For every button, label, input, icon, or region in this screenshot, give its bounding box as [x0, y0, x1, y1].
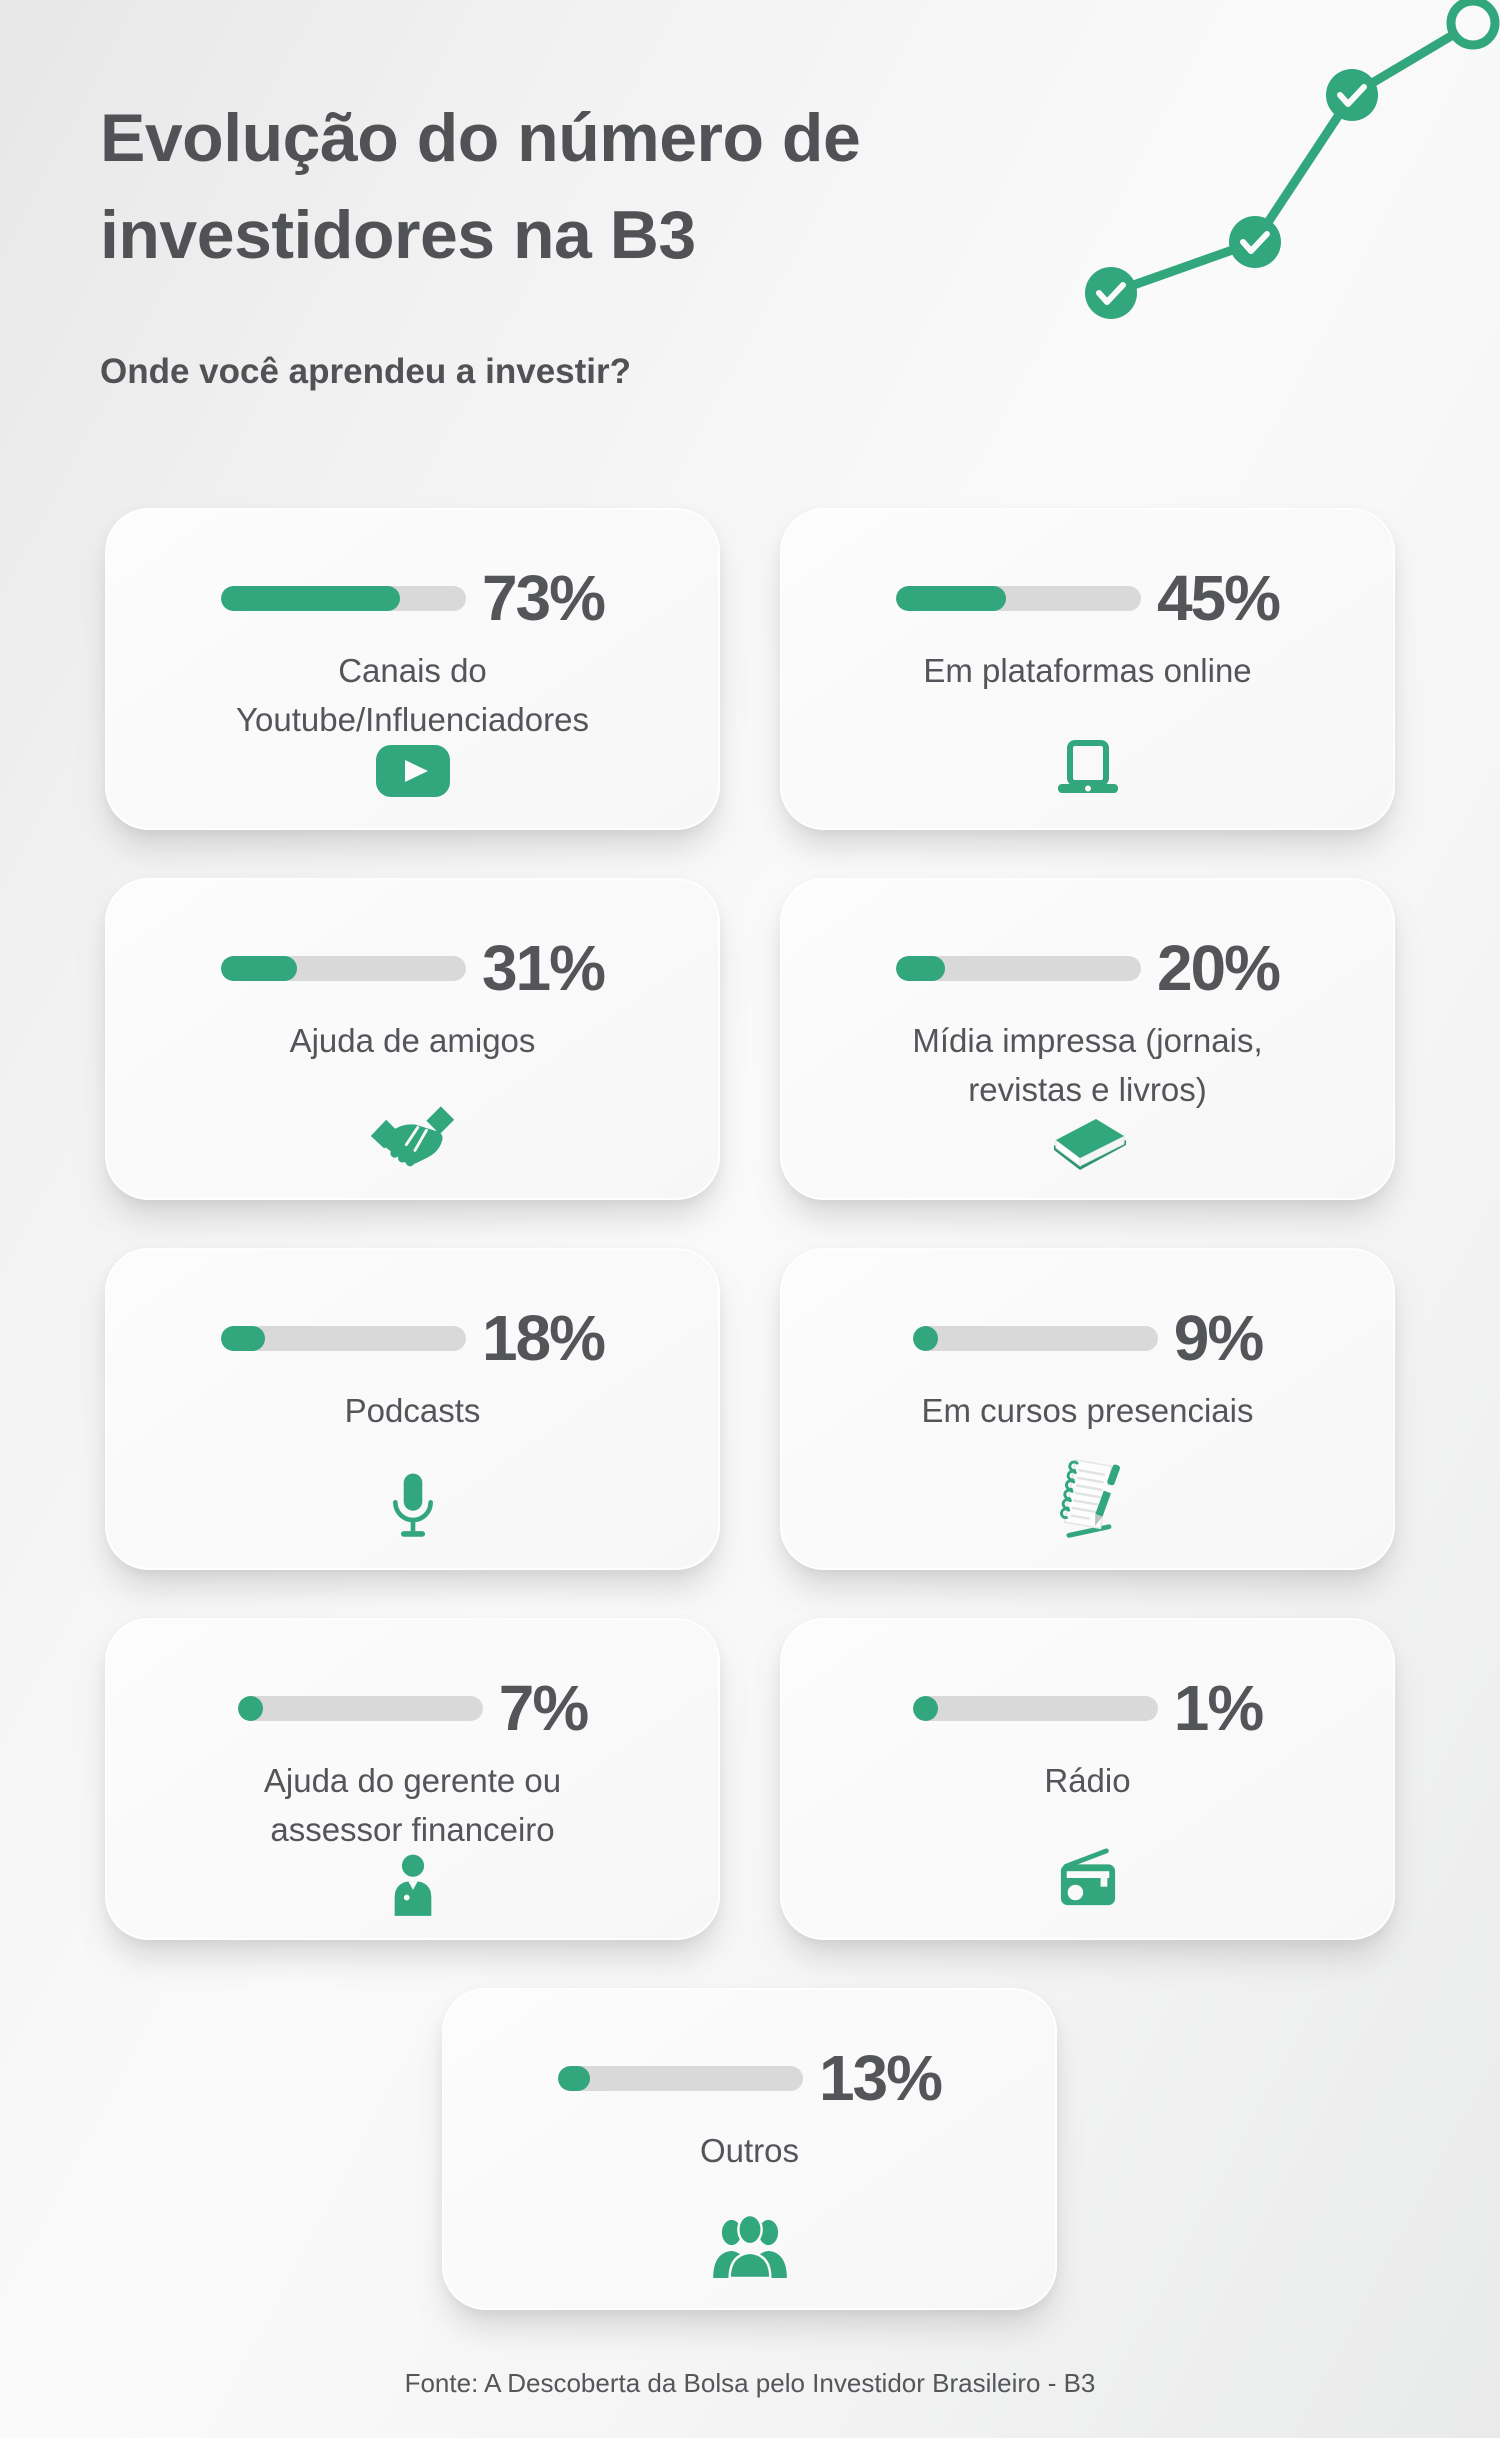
progress-fill: [220, 1325, 266, 1351]
category-label: Em cursos presenciais: [921, 1392, 1254, 1429]
handshake-icon: [367, 1106, 459, 1168]
progress-track: [912, 1325, 1158, 1351]
progress-fill: [220, 585, 400, 611]
progress-fill: [237, 1695, 263, 1721]
stat-card-plataformas: 45% Em plataformas online: [780, 508, 1395, 830]
progress-fill: [895, 585, 1007, 611]
percent-value: 73%: [481, 562, 606, 634]
book-icon: [1046, 1114, 1130, 1170]
progress-group: 7%: [237, 1672, 589, 1744]
progress-track: [895, 955, 1141, 981]
percent-value: 18%: [481, 1302, 606, 1374]
category-label: Outros: [699, 2132, 800, 2169]
category-label: Ajuda do gerente ou assessor financeiro: [263, 1762, 562, 1848]
category-label: Rádio: [1044, 1762, 1131, 1799]
progress-track: [895, 585, 1141, 611]
checkpoint-icon: [1326, 69, 1378, 121]
progress-fill: [912, 1325, 938, 1351]
question-subtitle: Onde você aprendeu a investir?: [100, 352, 631, 391]
category-label: Em plataformas online: [923, 652, 1252, 689]
progress-group: 45%: [895, 562, 1281, 634]
progress-track: [237, 1695, 483, 1721]
person-icon: [386, 1854, 440, 1916]
source-credit: Fonte: A Descoberta da Bolsa pelo Invest…: [404, 2368, 1096, 2398]
growth-line-chart-decoration: [1085, 0, 1500, 319]
progress-track: [220, 585, 466, 611]
title-line-2: investidores na B3: [100, 197, 696, 273]
percent-value: 13%: [818, 2042, 943, 2114]
stat-card-amigos: 31% Ajuda de amigos: [105, 878, 720, 1200]
progress-group: 1%: [912, 1672, 1264, 1744]
progress-track: [912, 1695, 1158, 1721]
percent-value: 7%: [498, 1672, 589, 1744]
category-label: Ajuda de amigos: [289, 1022, 536, 1059]
checkpoint-icon: [1085, 267, 1137, 319]
laptop-icon: [1054, 736, 1122, 798]
radio-icon: [1055, 1846, 1121, 1908]
progress-group: 31%: [220, 932, 606, 1004]
progress-fill: [912, 1695, 938, 1721]
page-title: Evolução do número de investidores na B3: [100, 90, 861, 284]
category-label: Podcasts: [344, 1392, 481, 1429]
progress-track: [557, 2065, 803, 2091]
stat-card-outros: 13% Outros: [442, 1988, 1057, 2310]
progress-fill: [557, 2065, 590, 2091]
progress-fill: [895, 955, 945, 981]
stat-card-cursos: 9% Em cursos presenciais: [780, 1248, 1395, 1570]
progress-track: [220, 1325, 466, 1351]
notes-icon: [1049, 1459, 1127, 1538]
percent-value: 9%: [1173, 1302, 1264, 1374]
people-icon: [709, 2216, 791, 2278]
percent-value: 45%: [1156, 562, 1281, 634]
stat-card-gerente: 7% Ajuda do gerente ou assessor financei…: [105, 1618, 720, 1940]
open-endpoint-icon: [1446, 0, 1500, 50]
progress-group: 18%: [220, 1302, 606, 1374]
stat-card-radio: 1% Rádio: [780, 1618, 1395, 1940]
progress-track: [220, 955, 466, 981]
category-label: Canais do Youtube/Influenciadores: [236, 652, 589, 738]
stat-card-midia-impressa: 20% Mídia impressa (jornais, revistas e …: [780, 878, 1395, 1200]
stat-card-youtube: 73% Canais do Youtube/Influenciadores: [105, 508, 720, 830]
progress-group: 20%: [895, 932, 1281, 1004]
microphone-icon: [387, 1473, 439, 1538]
checkpoint-icon: [1229, 216, 1281, 268]
percent-value: 1%: [1173, 1672, 1264, 1744]
title-line-1: Evolução do número de: [100, 100, 861, 176]
category-label: Mídia impressa (jornais, revistas e livr…: [912, 1022, 1263, 1108]
percent-value: 20%: [1156, 932, 1281, 1004]
stat-card-podcasts: 18% Podcasts: [105, 1248, 720, 1570]
progress-group: 13%: [557, 2042, 943, 2114]
progress-group: 9%: [912, 1302, 1264, 1374]
progress-group: 73%: [220, 562, 606, 634]
percent-value: 31%: [481, 932, 606, 1004]
progress-fill: [220, 955, 297, 981]
youtube-icon: [375, 744, 450, 798]
